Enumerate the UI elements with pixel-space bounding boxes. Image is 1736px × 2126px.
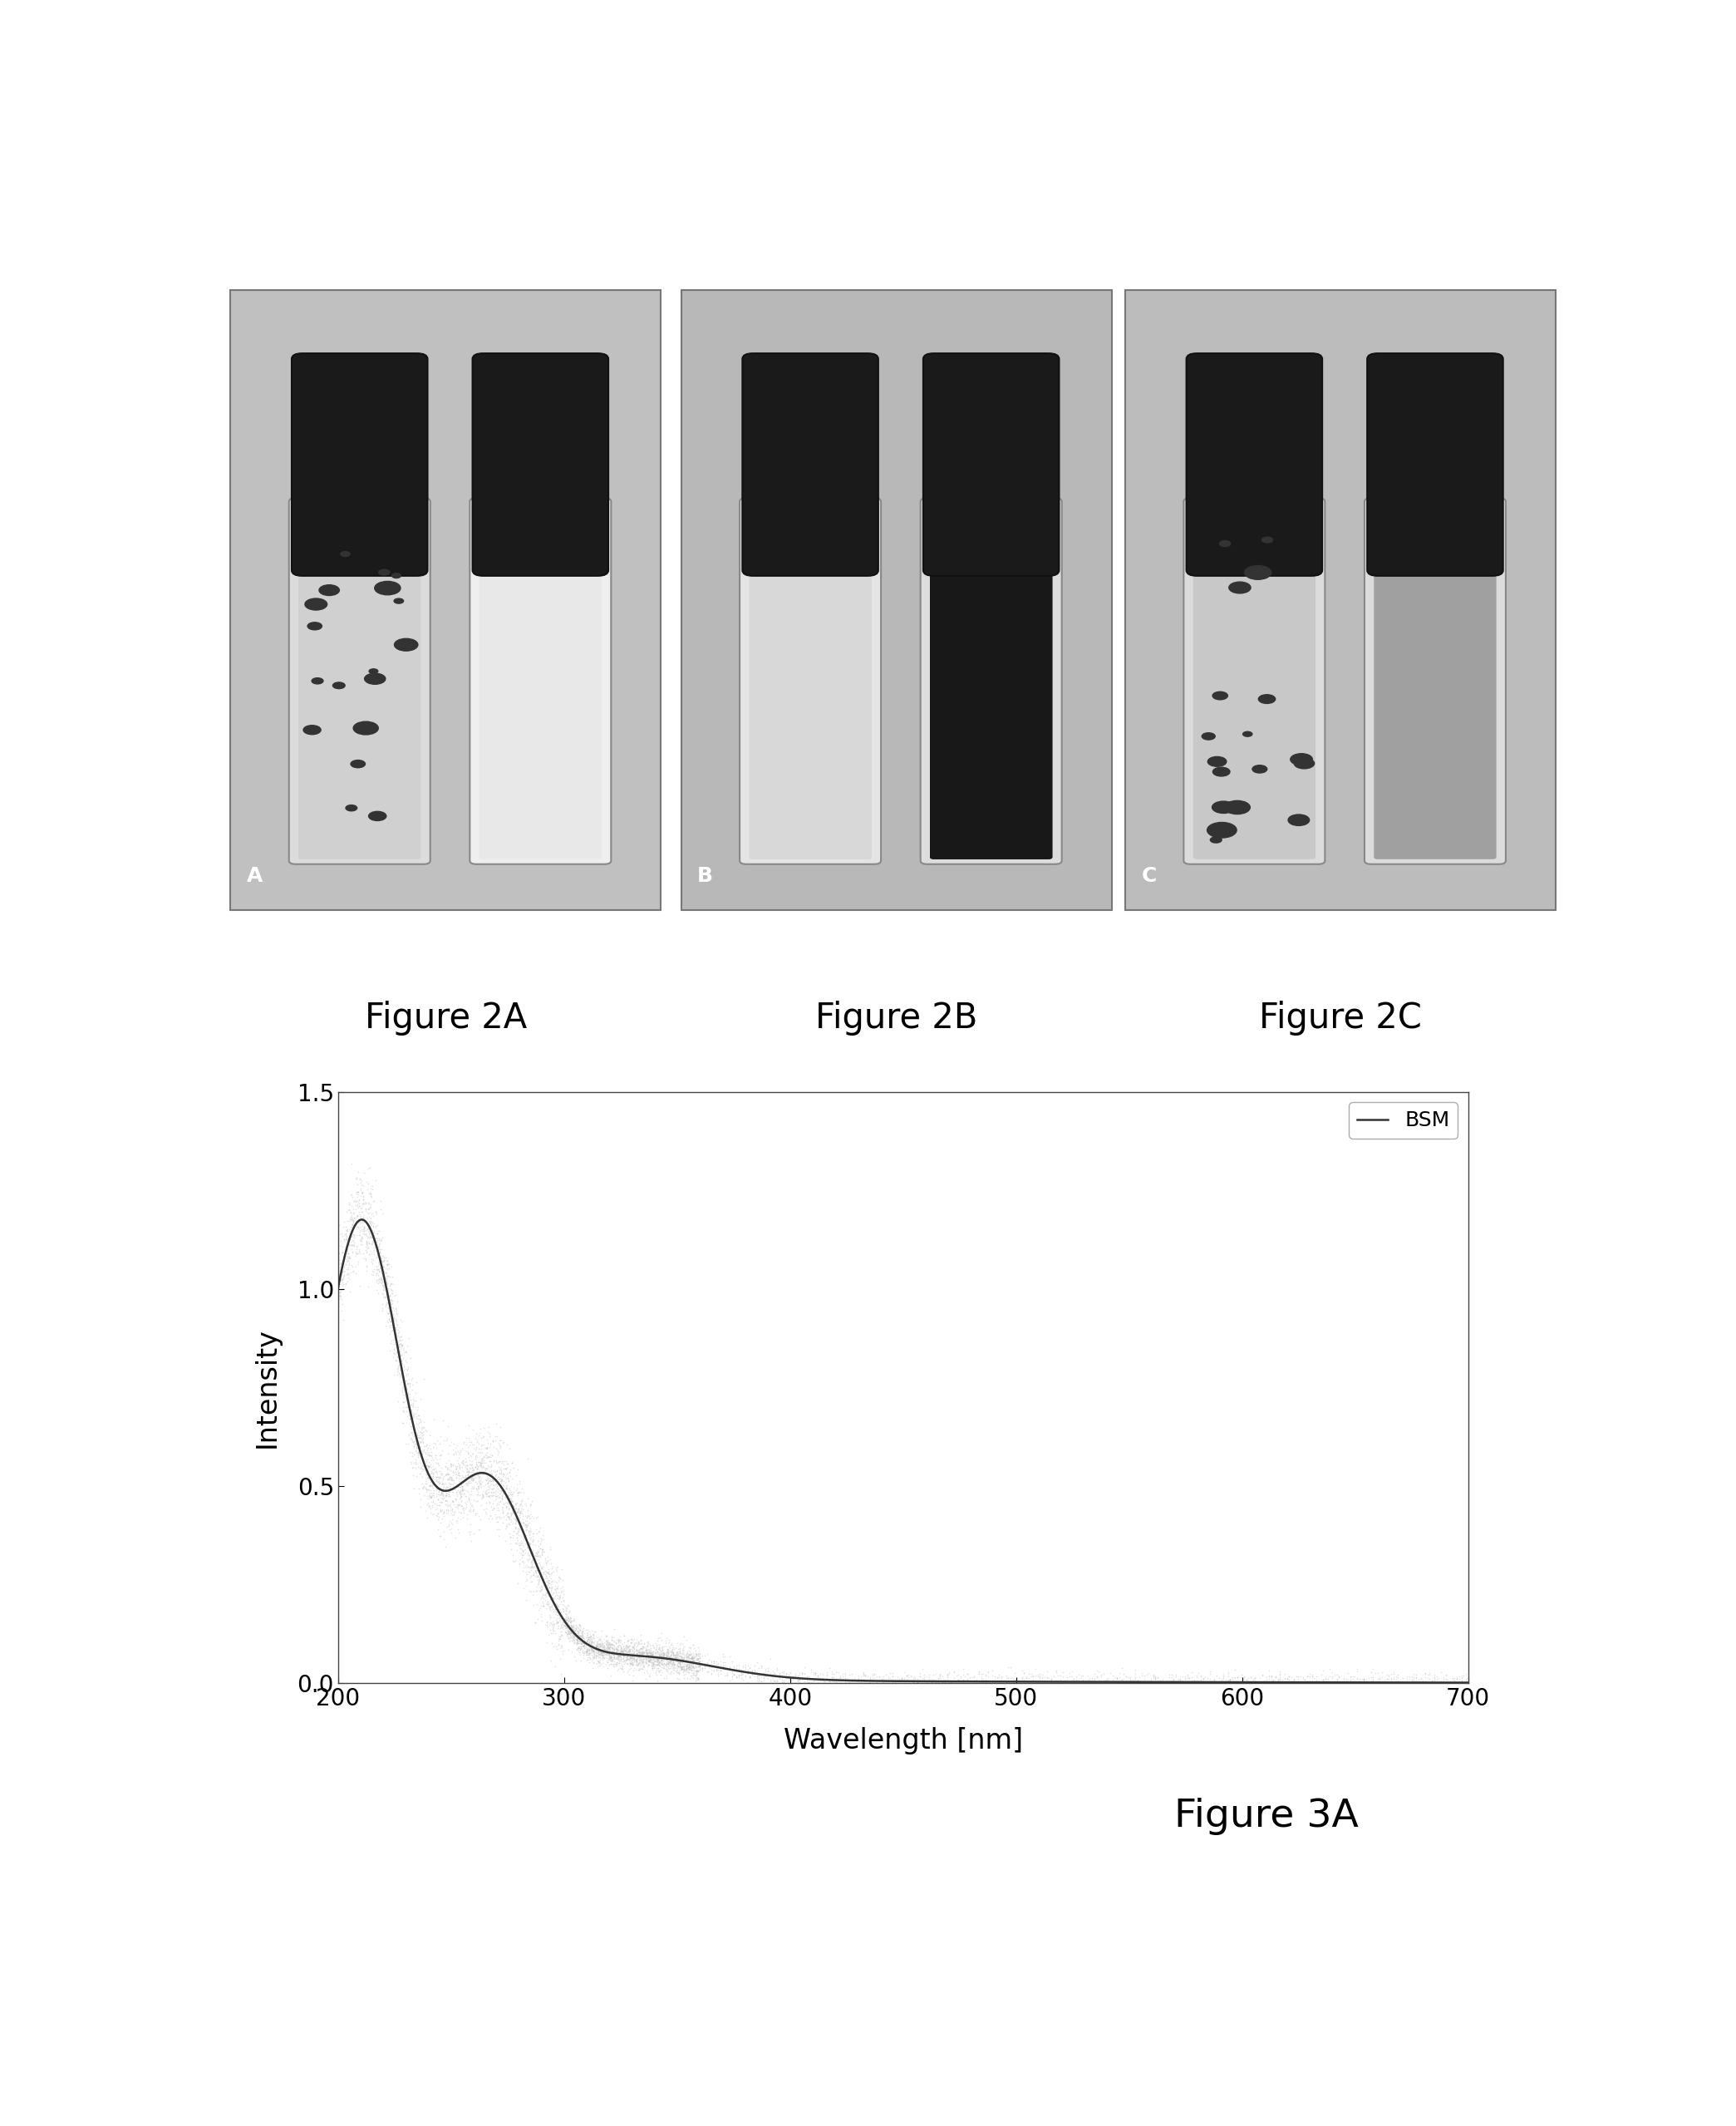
FancyBboxPatch shape xyxy=(750,525,871,859)
Circle shape xyxy=(1207,823,1236,838)
Circle shape xyxy=(1290,753,1312,765)
Circle shape xyxy=(1201,733,1215,740)
Bar xyxy=(1210,502,1299,527)
Text: A: A xyxy=(247,865,262,887)
Text: B: B xyxy=(698,865,713,887)
Circle shape xyxy=(1224,802,1250,814)
FancyBboxPatch shape xyxy=(740,497,880,863)
Circle shape xyxy=(1252,765,1267,774)
FancyBboxPatch shape xyxy=(472,353,608,576)
FancyBboxPatch shape xyxy=(920,497,1062,863)
FancyBboxPatch shape xyxy=(743,353,878,576)
Bar xyxy=(1391,502,1479,527)
Circle shape xyxy=(1259,695,1276,704)
Circle shape xyxy=(345,806,358,810)
FancyBboxPatch shape xyxy=(924,353,1059,576)
Circle shape xyxy=(351,761,365,767)
Circle shape xyxy=(378,570,389,576)
Bar xyxy=(767,502,854,527)
Circle shape xyxy=(370,670,378,674)
Text: Figure 2C: Figure 2C xyxy=(1259,1001,1422,1035)
Circle shape xyxy=(1213,767,1229,776)
Circle shape xyxy=(1245,566,1271,580)
Circle shape xyxy=(375,580,401,595)
Circle shape xyxy=(1212,691,1227,699)
FancyBboxPatch shape xyxy=(1373,525,1496,859)
Circle shape xyxy=(304,725,321,733)
Circle shape xyxy=(319,585,339,595)
Circle shape xyxy=(368,812,387,821)
FancyBboxPatch shape xyxy=(479,525,602,859)
Circle shape xyxy=(1288,814,1309,825)
Circle shape xyxy=(1208,757,1226,767)
Circle shape xyxy=(365,674,385,685)
Bar xyxy=(948,502,1035,527)
Circle shape xyxy=(306,597,326,610)
FancyBboxPatch shape xyxy=(288,497,431,863)
Bar xyxy=(1125,291,1555,910)
Circle shape xyxy=(1219,540,1231,546)
Text: Figure 2B: Figure 2B xyxy=(816,1001,977,1035)
FancyBboxPatch shape xyxy=(1184,497,1325,863)
FancyBboxPatch shape xyxy=(299,525,420,859)
Bar xyxy=(231,291,661,910)
Circle shape xyxy=(392,574,401,578)
Circle shape xyxy=(1293,759,1314,770)
Circle shape xyxy=(312,678,323,685)
Bar xyxy=(681,291,1111,910)
FancyBboxPatch shape xyxy=(1186,353,1323,576)
Circle shape xyxy=(1229,583,1250,593)
Bar xyxy=(316,502,403,527)
Text: Figure 2A: Figure 2A xyxy=(365,1001,526,1035)
Circle shape xyxy=(394,638,418,651)
Text: C: C xyxy=(1141,865,1156,887)
Circle shape xyxy=(340,551,351,557)
FancyBboxPatch shape xyxy=(930,525,1052,859)
FancyBboxPatch shape xyxy=(1193,525,1316,859)
Circle shape xyxy=(307,623,321,629)
Circle shape xyxy=(1210,838,1222,842)
Circle shape xyxy=(1262,538,1272,542)
FancyBboxPatch shape xyxy=(930,521,1052,859)
Circle shape xyxy=(1212,802,1234,814)
FancyBboxPatch shape xyxy=(1364,497,1505,863)
Circle shape xyxy=(333,682,345,689)
Circle shape xyxy=(354,721,378,736)
FancyBboxPatch shape xyxy=(1368,353,1503,576)
FancyBboxPatch shape xyxy=(470,497,611,863)
FancyBboxPatch shape xyxy=(292,353,427,576)
Circle shape xyxy=(1243,731,1252,736)
Bar xyxy=(496,502,583,527)
Circle shape xyxy=(394,600,403,604)
Text: Figure 3A: Figure 3A xyxy=(1174,1796,1359,1835)
